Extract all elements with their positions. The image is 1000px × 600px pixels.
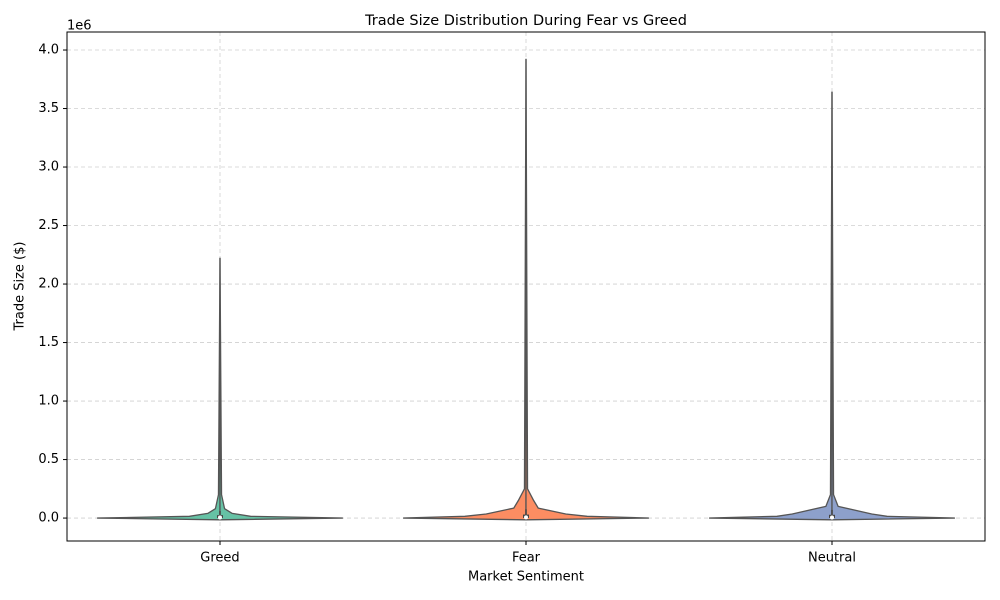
violin-half xyxy=(831,91,956,521)
x-tick-label: Neutral xyxy=(808,551,856,566)
y-tick-label: 1.0 xyxy=(38,394,59,409)
chart-title: Trade Size Distribution During Fear vs G… xyxy=(364,13,687,29)
x-tick-label: Greed xyxy=(200,551,239,566)
y-tick-label: 0.5 xyxy=(38,452,59,467)
y-tick-label: 1.5 xyxy=(38,335,59,350)
median xyxy=(218,515,222,520)
offset-label: 1e6 xyxy=(67,19,92,34)
median xyxy=(524,515,528,520)
x-axis-label: Market Sentiment xyxy=(468,570,584,585)
y-axis-label: Trade Size ($) xyxy=(13,242,28,332)
violin-half xyxy=(525,58,650,521)
y-tick-label: 3.0 xyxy=(38,160,59,175)
plot-frame xyxy=(66,31,986,542)
violin-half xyxy=(96,257,221,521)
violin-half xyxy=(402,58,527,521)
y-tick-label: 3.5 xyxy=(38,101,59,116)
median xyxy=(830,515,834,520)
x-tick-label: Fear xyxy=(512,551,541,566)
y-tick-label: 2.5 xyxy=(38,218,59,233)
y-tick-label: 4.0 xyxy=(38,43,59,58)
violin-half xyxy=(219,257,344,521)
violin-half xyxy=(708,91,833,521)
y-tick-label: 2.0 xyxy=(38,277,59,292)
y-tick-label: 0.0 xyxy=(38,511,59,526)
